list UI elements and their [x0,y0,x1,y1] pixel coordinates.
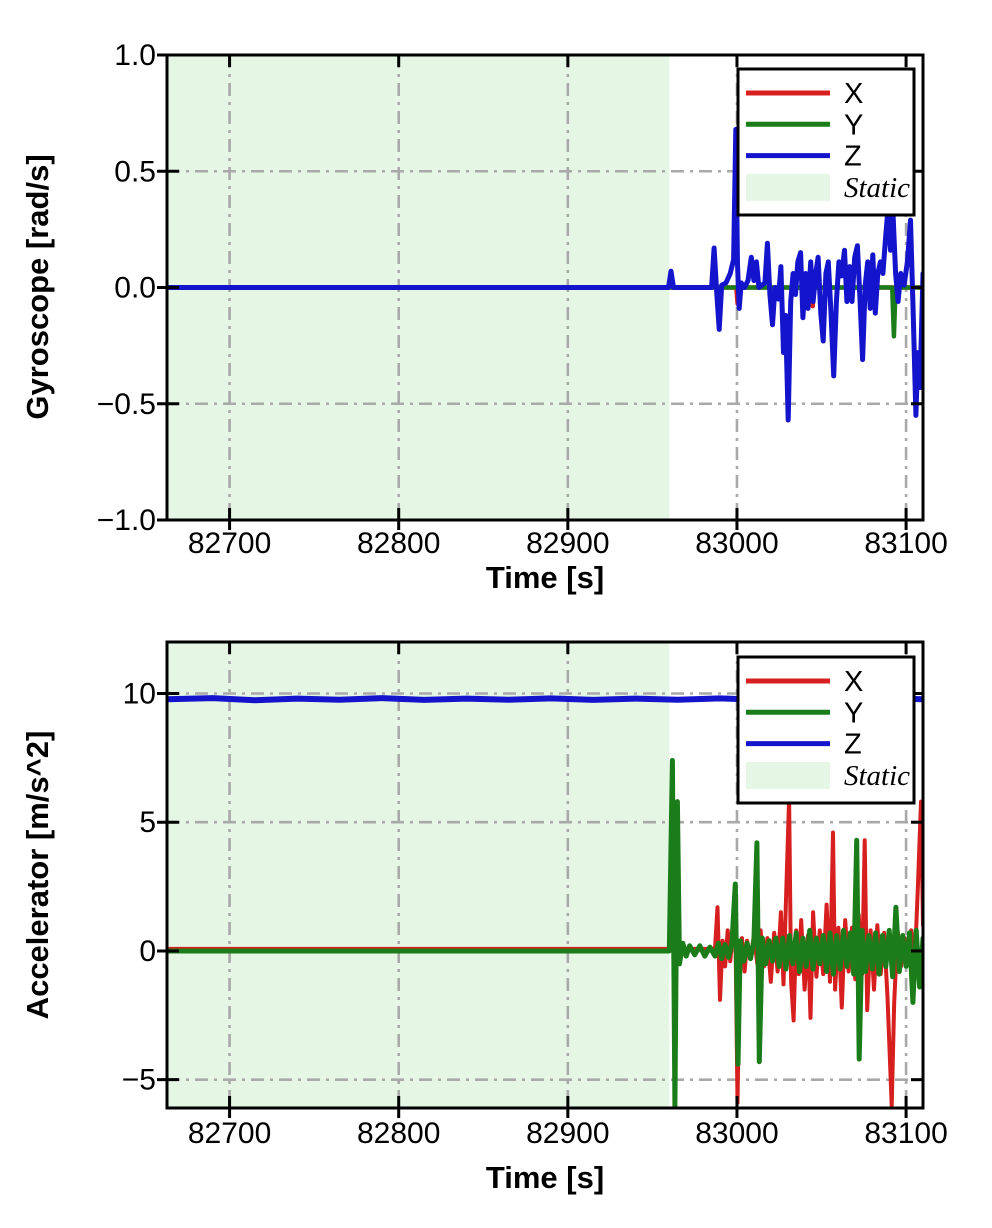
tick-labels: 82700 82800 82900 83000 83100 1.0 0.5 0.0 −0.5 −1… [97,39,948,560]
axis-ticks [157,53,923,530]
legend-entry-y: Y [746,109,863,141]
x-tick-label: 82800 [357,1117,440,1150]
series-y-line [167,757,923,1108]
legend-label: Z [844,729,862,761]
x-tick-label: 82900 [526,527,609,560]
legend-entry-static: Static [746,172,910,204]
legend-entry-z: Z [746,141,862,173]
static-region-fill [167,642,670,1108]
legend-swatch-patch [746,761,830,789]
x-tick-label: 82800 [357,527,440,560]
y-tick-label: −0.5 [97,388,156,421]
legend-entry-z: Z [746,729,862,761]
legend-label: Static [844,172,910,204]
y-tick-label: 0.0 [114,272,156,305]
accelerator-x-axis-label: Time [s] [485,1160,605,1195]
plot-frame [165,640,925,1110]
x-tick-label: 83100 [864,1117,947,1150]
legend-label: Z [844,141,862,173]
accelerator-y-axis-label: Accelerator [m/s^2] [20,730,55,1020]
y-tick-label: 1.0 [114,39,156,72]
y-tick-label: 0.5 [114,155,156,188]
legend-label: Static [844,760,910,792]
gyroscope-x-axis-label: Time [s] [485,560,605,595]
x-tick-label: 82700 [188,527,271,560]
x-tick-label: 83100 [864,527,947,560]
y-tick-label: 10 [123,677,156,710]
legend-entry-static: Static [746,760,910,792]
x-tick-label: 83000 [695,527,778,560]
y-tick-label: 0 [139,935,156,968]
x-tick-label: 83000 [695,1117,778,1150]
legend-label: X [844,78,863,110]
legend-swatch-patch [746,173,830,201]
y-tick-label: 5 [139,806,156,839]
legend-label: X [844,666,863,698]
legend-label: Y [844,697,863,729]
legend-entry-x: X [746,666,863,698]
y-tick-label: −1.0 [97,504,156,537]
gyroscope-y-axis-label: Gyroscope [rad/s] [20,154,55,420]
legend-label: Y [844,109,863,141]
y-tick-label: −5 [122,1064,156,1097]
x-tick-label: 82700 [188,1117,271,1150]
tick-labels: 82700 82800 82900 83000 83100 10 5 0 −5 [122,677,948,1150]
legend-entry-y: Y [746,697,863,729]
x-tick-label: 82900 [526,1117,609,1150]
legend-entry-x: X [746,78,863,110]
gyro-panel: 82700 82800 82900 83000 83100 1.0 0.5 0.0 −0.5 −1… [97,39,948,560]
